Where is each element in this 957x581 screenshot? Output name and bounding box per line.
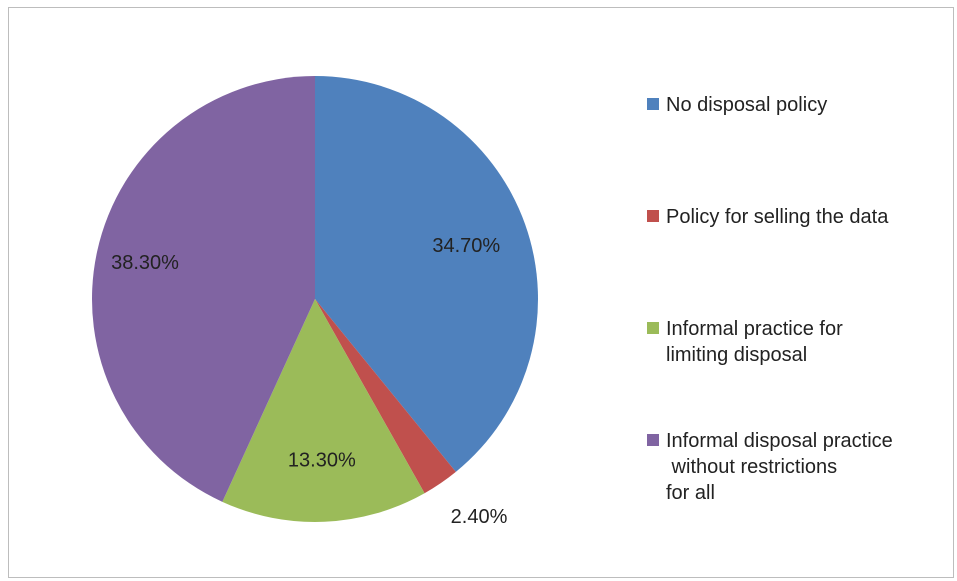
pie-slice-policy-for-selling [315, 299, 456, 494]
data-label-no-disposal-policy: 34.70% [432, 235, 500, 257]
legend-item-policy-for-selling: Policy for selling the data [647, 204, 888, 230]
pie-slice-informal-limiting [222, 299, 425, 522]
legend-label-no-disposal-policy: No disposal policy [666, 94, 828, 116]
pie-chart: 34.70% 2.40% 13.30% 38.30% [92, 76, 539, 528]
legend-item-informal-no-restrictions: Informal disposal practice without restr… [647, 428, 893, 506]
data-label-informal-limiting: 13.30% [288, 449, 356, 471]
legend-swatch-informal-no-restrictions [647, 434, 659, 446]
legend-item-no-disposal-policy: No disposal policy [647, 92, 827, 118]
legend-swatch-informal-limiting [647, 322, 659, 334]
legend-swatch-policy-for-selling [647, 210, 659, 222]
data-label-policy-for-selling: 2.40% [451, 506, 508, 528]
legend-label-policy-for-selling: Policy for selling the data [666, 206, 889, 228]
pie-slice-informal-no-restrictions [92, 76, 316, 502]
data-label-informal-no-restrictions: 38.30% [111, 252, 179, 274]
legend-label-informal-limiting: Informal practice for limiting disposal [666, 318, 843, 366]
legend-item-informal-limiting: Informal practice for limiting disposal [647, 316, 843, 368]
legend-label-informal-no-restrictions: Informal disposal practice without restr… [666, 430, 893, 504]
pie-slice-no-disposal-policy [315, 76, 539, 472]
chart-frame: 34.70% 2.40% 13.30% 38.30% No disposal poli… [8, 7, 954, 578]
legend-swatch-no-disposal-policy [647, 98, 659, 110]
